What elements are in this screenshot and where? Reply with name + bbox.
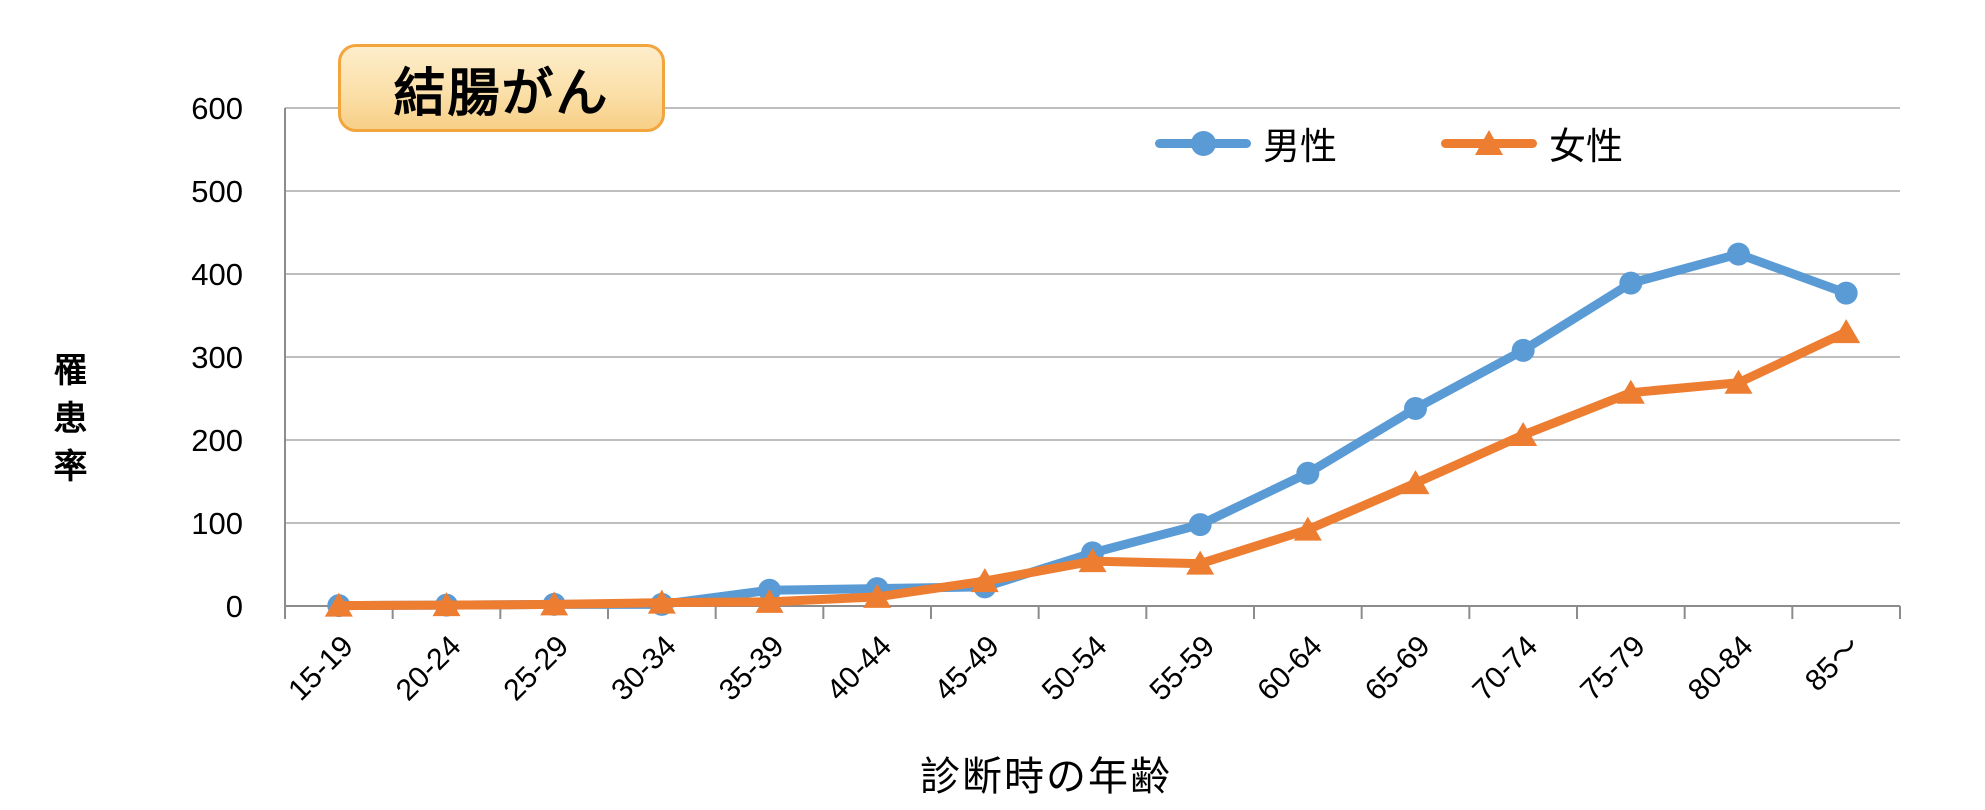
x-tick-label: 75-79 <box>1574 630 1652 708</box>
female-data-point <box>432 592 461 617</box>
y-tick-label: 400 <box>191 257 243 292</box>
y-tick-label: 200 <box>191 423 243 458</box>
male-data-point <box>1727 242 1750 266</box>
female-triangle-icon <box>1475 130 1503 155</box>
male-circle-icon <box>1191 131 1216 156</box>
female-data-point <box>1724 369 1753 394</box>
x-tick-label: 15-19 <box>282 630 360 708</box>
male-data-point <box>1404 396 1427 420</box>
x-tick-label: 60-64 <box>1251 630 1329 708</box>
y-axis-title: 罹患率 <box>48 352 86 496</box>
male-data-point <box>1511 338 1535 362</box>
legend-item-male: 男性 <box>1155 116 1337 170</box>
male-data-point <box>1834 281 1858 305</box>
female-data-point <box>1293 516 1322 541</box>
female-data-point <box>324 592 353 617</box>
y-tick-label: 0 <box>226 589 243 624</box>
gridlines <box>285 107 1900 524</box>
y-tick-label: 100 <box>191 506 243 541</box>
x-tick-label: 85～ <box>1799 630 1867 698</box>
x-tick-labels: 15-19 20-24 25-29 30-34 35-39 40-44 45-49 50-54… <box>282 630 1867 708</box>
male-data-point <box>1188 513 1212 537</box>
x-tick-label: 30-34 <box>605 630 683 708</box>
y-tick-label: 500 <box>191 174 243 209</box>
female-data-point <box>1832 319 1861 344</box>
male-data-point <box>1296 461 1320 485</box>
male-data-point <box>1619 271 1643 295</box>
female-data-point <box>540 591 569 616</box>
y-tick-label: 300 <box>191 340 243 375</box>
legend: 男性 女性 <box>1155 116 1623 170</box>
chart-title-box: 結腸がん <box>338 44 665 132</box>
legend-item-female: 女性 <box>1441 116 1623 170</box>
x-tick-label: 35-39 <box>713 630 791 708</box>
x-tick-label: 70-74 <box>1467 630 1545 708</box>
x-tick-label: 45-49 <box>928 630 1006 708</box>
y-tick-label: 600 <box>191 91 243 126</box>
x-tick-label: 55-59 <box>1144 630 1222 708</box>
female-data-point <box>1186 550 1215 575</box>
series-female <box>324 319 1861 617</box>
x-tick-label: 20-24 <box>390 630 468 708</box>
x-axis-title: 診断時の年齢 <box>920 755 1172 799</box>
x-tick-label: 25-29 <box>498 630 576 708</box>
legend-label-female: 女性 <box>1549 126 1623 167</box>
legend-label-male: 男性 <box>1263 126 1337 167</box>
y-tick-labels: 0 100 200 300 400 500 600 <box>191 91 243 624</box>
chart-title: 結腸がん <box>393 64 610 123</box>
female-data-point <box>1616 379 1645 404</box>
male-series-sample <box>1155 130 1251 156</box>
x-tick-label: 40-44 <box>821 630 899 708</box>
female-data-point <box>970 568 999 593</box>
female-data-point <box>1401 470 1430 495</box>
x-tick-label: 80-84 <box>1682 630 1760 708</box>
female-data-point <box>863 583 892 608</box>
female-data-point <box>1509 422 1538 447</box>
x-tick-label: 65-69 <box>1359 630 1437 708</box>
female-series-sample <box>1441 130 1537 156</box>
female-data-point <box>647 589 676 614</box>
female-data-point <box>1078 548 1107 573</box>
x-tick-label: 50-54 <box>1036 630 1114 708</box>
female-data-point <box>755 588 784 613</box>
